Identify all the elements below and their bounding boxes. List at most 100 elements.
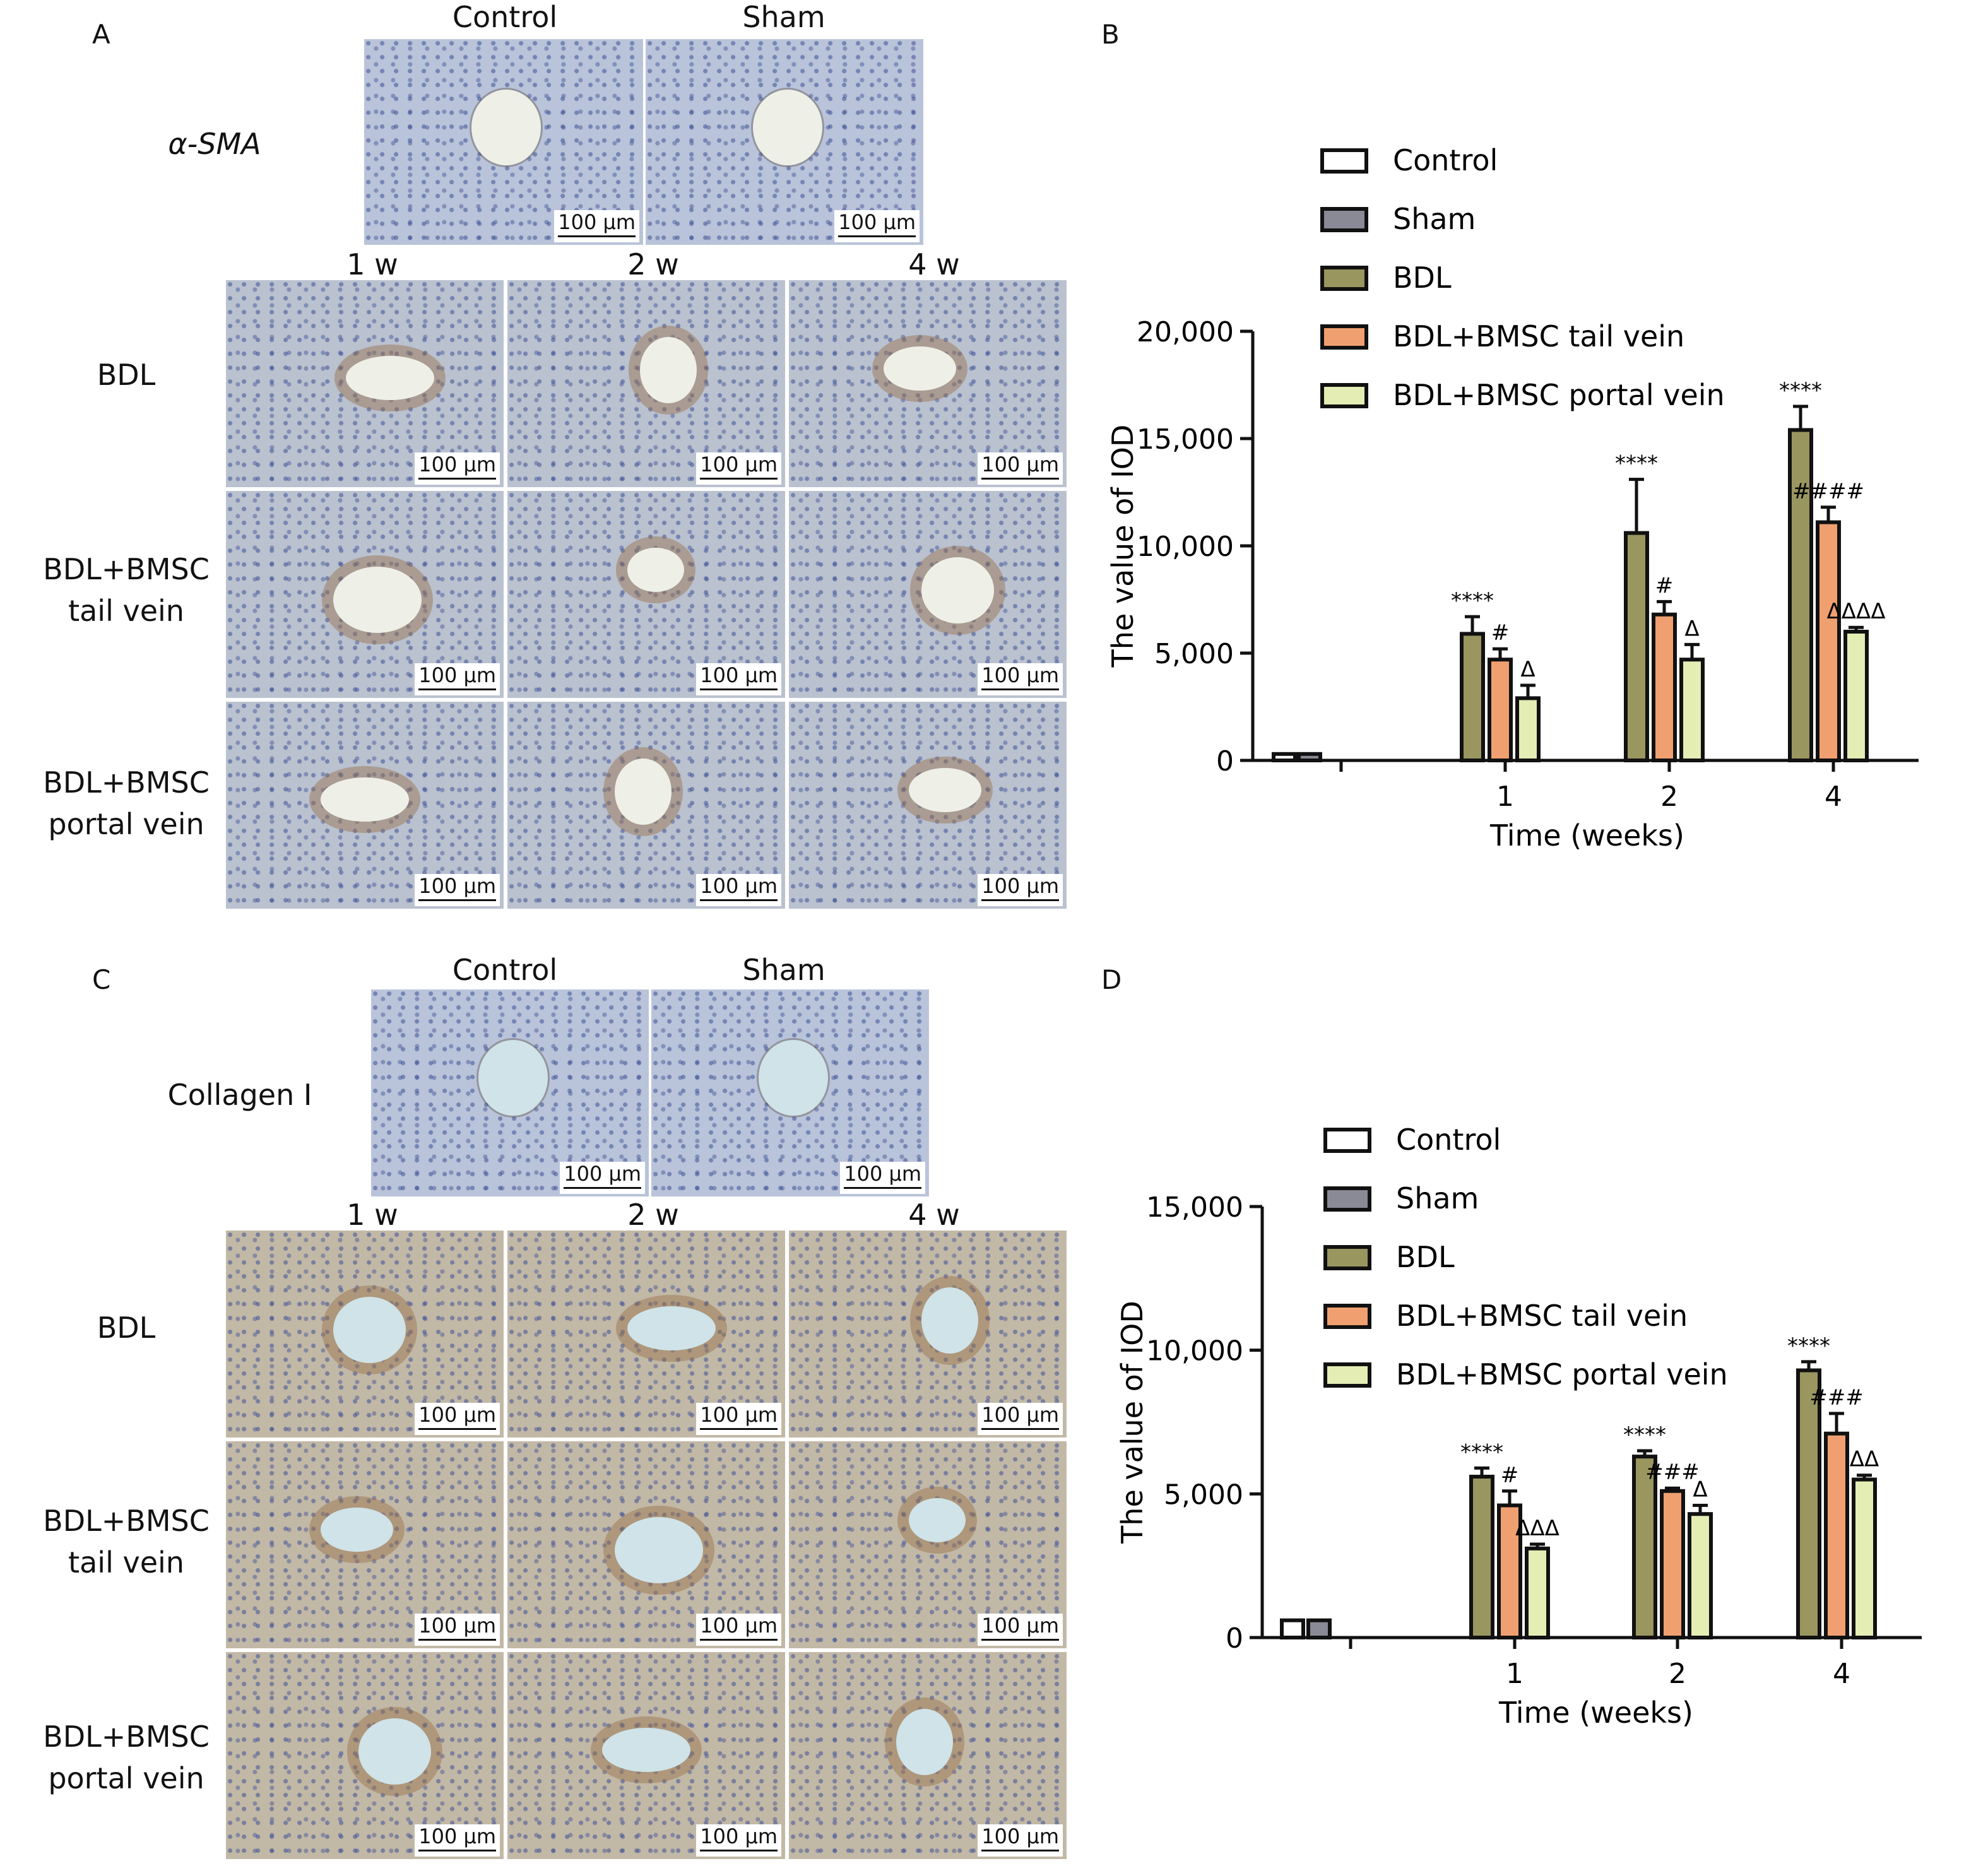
vessel-lumen: [909, 1498, 966, 1542]
scale-bar-line: [418, 1639, 496, 1641]
vessel-lumen: [471, 90, 541, 165]
scale-bar-line: [418, 478, 496, 480]
tissue-texture: [789, 1652, 1067, 1859]
scale-bar-line: [981, 899, 1059, 901]
chart-b-bar-bdl-bmsc-portal-vein: [1679, 658, 1705, 762]
vessel-lumen: [358, 1718, 431, 1785]
scale-bar-label: 100 μm: [418, 874, 496, 898]
micrograph-a-tail-4w: 100 μm: [789, 491, 1067, 698]
chart-d-legend-swatch: [1323, 1128, 1371, 1153]
chart-b-significance-label: #: [1655, 573, 1674, 598]
chart-b-significance-label: ΔΔΔΔ: [1826, 599, 1885, 624]
chart-b-y-tick-label: 5,000: [1154, 638, 1234, 670]
chart-d-legend-swatch: [1323, 1186, 1371, 1212]
chart-d-bar-bdl: [1469, 1475, 1494, 1640]
panel-label-d: D: [1101, 964, 1122, 995]
scale-bar-line: [700, 1428, 778, 1430]
scale-bar: 100 μm: [978, 874, 1063, 906]
chart-b-legend-label: Sham: [1393, 202, 1476, 236]
scale-bar: 100 μm: [978, 452, 1063, 485]
chart-d-significance-label: ΔΔΔ: [1515, 1516, 1559, 1541]
micrograph-a-tail-1w: 100 μm: [226, 491, 504, 698]
chart-d-y-tick-label: 5,000: [1164, 1479, 1243, 1511]
micrograph-a-bdl-1w: 100 μm: [226, 280, 504, 487]
column-header-sham-c: Sham: [742, 953, 825, 987]
scale-bar-line: [838, 235, 916, 237]
scale-bar-line: [700, 1850, 778, 1851]
chart-b-y-tick-label: 0: [1216, 745, 1234, 777]
chart-b-y-axis-label: The value of IOD: [1106, 425, 1140, 668]
tissue-texture: [789, 1231, 1067, 1438]
chart-b-significance-label: #: [1491, 620, 1510, 646]
vessel-lumen: [333, 1297, 406, 1363]
chart-d-legend-swatch: [1323, 1304, 1371, 1329]
micrograph-c-portal-1w: 100 μm: [226, 1652, 504, 1859]
chart-d-significance-label: ###: [1645, 1460, 1699, 1485]
scale-bar-line: [981, 478, 1059, 480]
scale-bar-line: [418, 899, 496, 901]
scale-bar-line: [700, 478, 778, 480]
time-header-2w-c: 2 w: [627, 1198, 679, 1232]
chart-d-bar-sham: [1306, 1618, 1332, 1639]
micrograph-c-bdl-2w: 100 μm: [507, 1231, 785, 1438]
vessel-lumen: [884, 346, 956, 391]
time-header-2w: 2 w: [627, 247, 679, 281]
panel-label-c: C: [92, 964, 111, 995]
scale-bar-label: 100 μm: [981, 452, 1059, 476]
micrograph-a-sham: 100 μm: [646, 39, 923, 245]
scale-bar: 100 μm: [415, 663, 500, 695]
stain-label-alpha-sma: α-SMA: [168, 127, 261, 161]
scale-bar: 100 μm: [415, 1403, 500, 1435]
chart-b-x-tick-label: 2: [1660, 781, 1678, 813]
scale-bar-label: 100 μm: [418, 1824, 496, 1848]
scale-bar-line: [558, 235, 636, 237]
chart-b-bar-bdl: [1460, 632, 1485, 763]
scale-bar-line: [844, 1187, 921, 1189]
scale-bar: 100 μm: [696, 1824, 781, 1857]
chart-b-y-tick-label: 15,000: [1137, 423, 1234, 456]
chart-b-significance-label: ****: [1451, 588, 1494, 613]
micrograph-c-portal-4w: 100 μm: [789, 1652, 1067, 1859]
micrograph-c-bdl-1w: 100 μm: [226, 1231, 504, 1438]
vessel-lumen: [478, 1040, 548, 1116]
chart-b-bar-bdl-bmsc-portal-vein: [1843, 630, 1869, 762]
micrograph-c-tail-1w: 100 μm: [226, 1441, 504, 1648]
panel-label-b: B: [1101, 19, 1120, 50]
chart-b-legend-label: BDL+BMSC portal vein: [1393, 378, 1725, 412]
scale-bar: 100 μm: [696, 1403, 781, 1435]
chart-d-significance-label: ****: [1623, 1422, 1666, 1448]
scale-bar: 100 μm: [415, 1614, 500, 1646]
vessel-lumen: [346, 356, 434, 400]
scale-bar: 100 μm: [978, 1403, 1063, 1435]
scale-bar-label: 100 μm: [418, 1403, 496, 1427]
micrograph-a-bdl-4w: 100 μm: [789, 280, 1067, 487]
scale-bar: 100 μm: [978, 1614, 1063, 1646]
chart-b-legend-swatch: [1320, 148, 1368, 174]
chart-d-y-tick-label: 10,000: [1146, 1335, 1243, 1367]
micrograph-a-portal-4w: 100 μm: [789, 702, 1067, 909]
micrograph-a-control: 100 μm: [364, 39, 643, 245]
chart-b-legend-swatch: [1320, 324, 1368, 350]
chart-d-x-tick-label: 1: [1506, 1658, 1524, 1690]
scale-bar-label: 100 μm: [700, 1403, 778, 1427]
chart-d-bar-bdl-bmsc-tail-vein: [1824, 1431, 1849, 1640]
micrograph-a-bdl-2w: 100 μm: [507, 280, 785, 487]
chart-d-legend-label: BDL+BMSC portal vein: [1396, 1357, 1728, 1391]
scale-bar: 100 μm: [415, 1824, 500, 1857]
scale-bar: 100 μm: [696, 1614, 781, 1646]
chart-b-bar-bdl-bmsc-tail-vein: [1816, 520, 1841, 762]
scale-bar-line: [700, 688, 778, 690]
scale-bar-label: 100 μm: [844, 1162, 921, 1186]
scale-bar: 100 μm: [696, 663, 781, 695]
chart-b-significance-label: ****: [1779, 378, 1822, 403]
scale-bar-line: [700, 1639, 778, 1641]
micrograph-c-bdl-4w: 100 μm: [789, 1231, 1067, 1438]
micrograph-a-portal-2w: 100 μm: [507, 702, 785, 909]
chart-b-bar-control: [1272, 752, 1297, 763]
column-header-control-c: Control: [452, 953, 558, 987]
scale-bar-line: [981, 688, 1059, 690]
micrograph-c-portal-2w: 100 μm: [507, 1652, 785, 1859]
vessel-lumen: [333, 567, 422, 633]
scale-bar-line: [981, 1850, 1059, 1851]
chart-b-bar-bdl-bmsc-tail-vein: [1652, 612, 1677, 762]
